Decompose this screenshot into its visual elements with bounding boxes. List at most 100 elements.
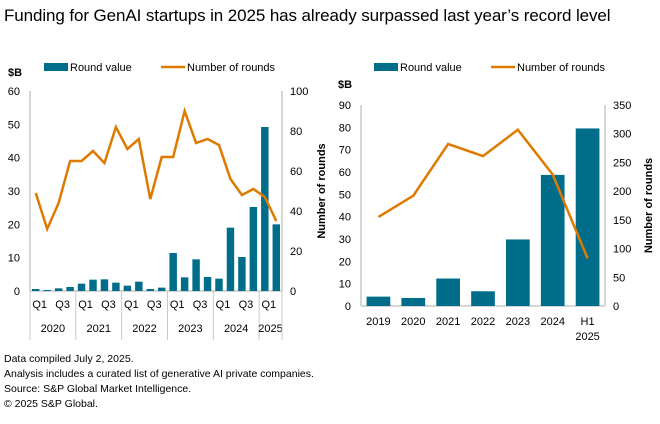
- x-tick-label-quarter: Q3: [239, 299, 254, 311]
- y-tick-label-right: 0: [613, 301, 619, 313]
- x-tick-label-quarter: Q1: [124, 299, 139, 311]
- legend-label-round-value: Round value: [70, 62, 132, 74]
- note-analysis: Analysis includes a curated list of gene…: [4, 368, 314, 380]
- x-tick-label-quarter: Q3: [55, 299, 70, 311]
- chart-title: Funding for GenAI startups in 2025 has a…: [4, 6, 611, 25]
- x-tick-label: 2019: [366, 316, 390, 328]
- x-tick-label: 2020: [401, 316, 425, 328]
- x-tick-label-year: 2025: [258, 323, 282, 335]
- bar-q2-2020: [43, 290, 51, 291]
- line-number-of-rounds: [34, 106, 278, 233]
- y-tick-label-left: 10: [8, 253, 20, 265]
- x-tick-label-quarter: Q1: [32, 299, 47, 311]
- legend-label-number-of-rounds: Number of rounds: [517, 62, 606, 74]
- y-tick-label-left: 40: [339, 212, 351, 224]
- y-tick-label-right: 40: [290, 206, 302, 218]
- x-tick-label-year: 2024: [224, 323, 248, 335]
- x-tick-label-quarter: Q1: [216, 299, 231, 311]
- bar-q3-2024: [238, 257, 246, 291]
- bar-2022: [471, 291, 495, 306]
- bar-q1-2022: [123, 285, 132, 291]
- y-tick-label-left: 0: [14, 286, 20, 298]
- y-tick-label-left: 90: [339, 100, 351, 112]
- y-tick-label-left: 70: [339, 145, 351, 157]
- y-axis-right-title: Number of rounds: [316, 143, 328, 238]
- x-tick-label: 2023: [506, 316, 530, 328]
- x-tick-label-quarter: Q3: [147, 299, 162, 311]
- legend-swatch-round-value: [374, 63, 398, 71]
- bar-q4-2022: [158, 287, 166, 291]
- legend-swatch-round-value: [44, 63, 68, 71]
- y-tick-label-right: 350: [613, 100, 631, 112]
- note-copyright: © 2025 S&P Global.: [4, 398, 98, 410]
- annual-chart: Round value Number of rounds $B 0 10 20 30 40 50…: [338, 62, 655, 343]
- y-tick-label-right: 150: [613, 215, 631, 227]
- x-tick-label-year: 2022: [132, 323, 156, 335]
- x-tick-label-quarter: Q1: [78, 299, 93, 311]
- note-source: Source: S&P Global Market Intelligence.: [4, 383, 192, 395]
- bar-q4-2020: [66, 287, 74, 291]
- bar-q2-2022: [135, 281, 143, 291]
- y-tick-label-right: 250: [613, 157, 631, 169]
- y-tick-label-left: 50: [8, 119, 20, 131]
- bar-2020: [401, 297, 426, 306]
- bar-2019: [366, 296, 391, 306]
- y-tick-label-right: 200: [613, 186, 631, 198]
- x-tick-label: 2025: [575, 331, 599, 343]
- y-tick-label-left: 60: [8, 86, 20, 98]
- x-tick-label-year: 2021: [86, 323, 110, 335]
- bar-q1-2024: [215, 278, 223, 291]
- y-axis-unit-label: $B: [8, 67, 22, 79]
- y-tick-label-right: 100: [613, 244, 631, 256]
- legend-label-number-of-rounds: Number of rounds: [187, 62, 276, 74]
- y-tick-label-right: 80: [290, 126, 302, 138]
- bar-q2-2023: [180, 277, 189, 291]
- bar-q4-2021: [112, 282, 120, 291]
- y-tick-label-right: 0: [290, 286, 296, 298]
- y-tick-label-right: 20: [290, 246, 302, 258]
- x-tick-label-quarter: Q3: [101, 299, 116, 311]
- bar-2024: [540, 174, 565, 306]
- y-tick-label-left: 80: [339, 122, 351, 134]
- x-tick-label-quarter: Q1: [170, 299, 185, 311]
- y-tick-label-right: 60: [290, 166, 302, 178]
- x-tick-label: H1: [581, 316, 595, 328]
- bar-q4-2023: [203, 277, 212, 291]
- x-tick-label-quarter: Q1: [261, 299, 276, 311]
- bar-q4-2024: [249, 207, 258, 291]
- bar-q2-2024: [226, 227, 235, 291]
- y-tick-label-right: 100: [290, 86, 308, 98]
- x-tick-label: 2021: [436, 316, 460, 328]
- bar-q2-2025: [272, 224, 280, 291]
- x-tick-label-year: 2023: [178, 323, 202, 335]
- note-data-compiled: Data compiled July 2, 2025.: [4, 353, 134, 365]
- y-tick-label-left: 40: [8, 153, 20, 165]
- quarterly-chart: Round value Number of rounds $B 0 10 20 30 40 50…: [8, 62, 328, 340]
- x-tick-label-year: 2020: [41, 323, 65, 335]
- chart-notes: Data compiled July 2, 2025. Analysis inc…: [4, 352, 314, 412]
- legend-label-round-value: Round value: [400, 62, 462, 74]
- bar-q1-2020: [32, 289, 40, 291]
- y-tick-label-right: 50: [613, 272, 625, 284]
- bar-q3-2021: [100, 279, 109, 291]
- x-tick-label: 2022: [471, 316, 495, 328]
- y-tick-label-left: 10: [339, 279, 351, 291]
- y-tick-label-left: 0: [345, 301, 351, 313]
- y-tick-label-left: 30: [339, 234, 351, 246]
- bar-h1-2025: [575, 128, 600, 306]
- y-tick-label-left: 20: [8, 219, 20, 231]
- bar-2021: [436, 278, 460, 306]
- bar-2023: [506, 239, 530, 306]
- y-tick-label-left: 30: [8, 186, 20, 198]
- bar-q3-2020: [54, 288, 63, 291]
- bar-q3-2023: [192, 259, 200, 291]
- bar-q3-2022: [146, 289, 154, 291]
- y-axis-right-title: Number of rounds: [643, 158, 655, 253]
- y-tick-label-right: 300: [613, 129, 631, 141]
- x-tick-label-quarter: Q3: [193, 299, 208, 311]
- bar-q1-2021: [77, 283, 86, 291]
- y-tick-label-left: 20: [339, 256, 351, 268]
- bar-q2-2021: [89, 279, 97, 291]
- y-axis-unit-label: $B: [338, 79, 352, 91]
